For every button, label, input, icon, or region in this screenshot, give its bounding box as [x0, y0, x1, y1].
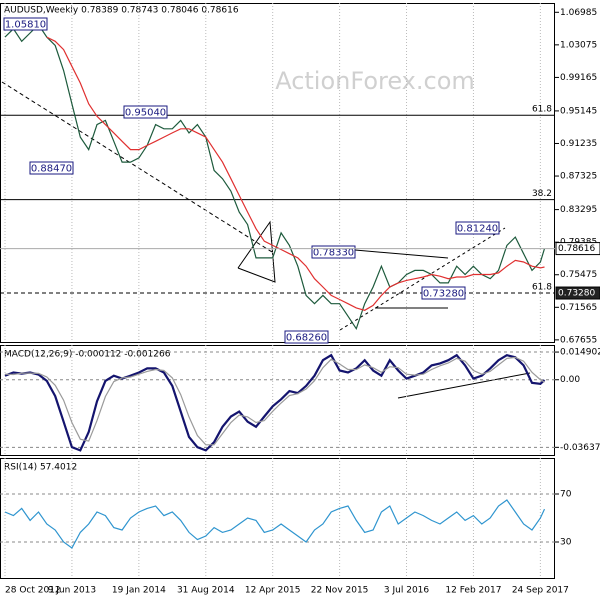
y-tick-label: 0.00: [560, 375, 580, 385]
y-tick-label: 1.06985: [560, 8, 597, 18]
y-tick-label: 0.83295: [560, 205, 597, 215]
macd-panel-frame: [0, 345, 555, 456]
fib-label: 61.8: [532, 105, 552, 115]
annotation-box: [421, 286, 466, 300]
x-tick-label: 28 Oct 2012: [5, 586, 61, 596]
annotation: 0.95040: [125, 108, 166, 119]
y-tick-label: 1.03075: [560, 40, 597, 50]
x-tick-label: 19 Jan 2014: [112, 586, 166, 596]
x-tick-label: 24 Sep 2017: [512, 586, 569, 596]
y-tick-label: 0.95145: [560, 106, 597, 116]
y-tick-label: 0.91235: [560, 139, 597, 149]
fib-label: 38.2: [532, 189, 552, 199]
annotation: 0.73280: [423, 289, 464, 300]
price-marker-box: [555, 242, 600, 256]
price-marker-label: 0.73280: [558, 289, 595, 299]
macd-title: MACD(12,26,9) -0.000112 -0.001266: [4, 350, 171, 360]
series-line: [46, 36, 545, 311]
annotation-box: [455, 221, 500, 235]
trend-line: [339, 227, 506, 331]
series-line: [4, 499, 546, 549]
x-tick-label: 12 Apr 2015: [245, 586, 301, 596]
annotation: 1.05810: [5, 20, 46, 31]
annotation-box: [3, 17, 48, 31]
triangle-pattern: [237, 220, 276, 283]
annotation: 0.88470: [31, 164, 72, 175]
y-tick-label: 0.67655: [560, 335, 597, 345]
price-marker-label: 0.78616: [558, 244, 595, 254]
price-panel-frame: [0, 3, 555, 343]
rsi-title: RSI(14) 57.4012: [4, 463, 77, 473]
series-line: [4, 356, 545, 446]
y-tick-label: 0.014902: [560, 348, 600, 358]
macd-trend-line: [397, 372, 531, 399]
x-tick-label: 9 Jun 2013: [48, 586, 96, 596]
x-tick-label: 3 Jul 2016: [384, 586, 429, 596]
watermark: ActionForex.com: [275, 67, 475, 95]
x-tick-label: 31 Aug 2014: [177, 586, 235, 596]
x-tick-label: 22 Nov 2015: [311, 586, 369, 596]
series-line: [4, 353, 546, 452]
y-tick-label: 0.87325: [560, 172, 597, 182]
x-tick-label: 12 Feb 2017: [445, 586, 501, 596]
y-tick-label: 0.71565: [560, 303, 597, 313]
annotation-box: [284, 330, 329, 344]
y-tick-label: 70: [560, 490, 572, 500]
annotation: 0.68260: [286, 333, 327, 344]
rsi-panel-frame: [0, 458, 555, 579]
fib-label: 61.8: [532, 283, 552, 293]
annotation-box: [29, 161, 74, 175]
y-tick-label: 30: [560, 538, 572, 548]
chart-title: AUDUSD,Weekly 0.78389 0.78743 0.78046 0.…: [4, 6, 239, 16]
channel-line: [354, 249, 449, 259]
y-tick-label: 0.99165: [560, 73, 597, 83]
price-marker-box: [555, 286, 600, 300]
annotation: 0.78330: [313, 248, 354, 259]
series-line: [4, 23, 546, 331]
annotation-box: [123, 105, 168, 119]
y-tick-label: 0.75475: [560, 270, 597, 280]
annotation: 0.81240: [457, 224, 498, 235]
y-tick-label: -0.036374: [560, 443, 600, 453]
